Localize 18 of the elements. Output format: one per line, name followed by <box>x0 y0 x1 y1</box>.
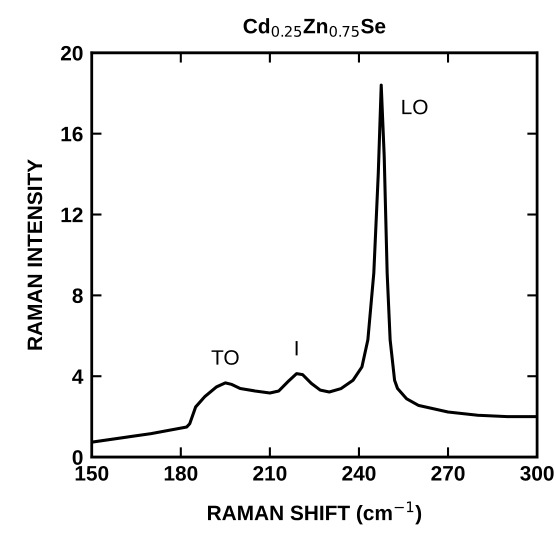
annotation: I <box>296 341 298 356</box>
x-tick-label: 210 <box>253 466 286 481</box>
annotation: LO <box>402 100 428 114</box>
y-tick-label: 0 <box>72 450 83 465</box>
y-tick-label: 20 <box>60 46 83 61</box>
y-tick-label: 12 <box>62 208 83 222</box>
y-tick-label: 8 <box>72 288 83 304</box>
x-tick-label: 270 <box>431 466 465 481</box>
y-tick-label: 16 <box>62 126 83 142</box>
x-tick-label: 240 <box>342 466 376 481</box>
y-tick-label: 4 <box>72 369 84 384</box>
x-tick-label: 180 <box>164 466 198 481</box>
y-axis-title: RAMAN INTENSITY <box>27 159 42 350</box>
chart-title: Cd$_{0.25}$Zn$_{0.75}$Se <box>244 18 386 37</box>
annotation: TO <box>212 350 239 365</box>
x-tick-label: 300 <box>520 466 554 481</box>
x-tick-label: 150 <box>76 466 108 481</box>
x-axis-title: RAMAN SHIFT (cm$^{−1}$) <box>208 501 422 524</box>
